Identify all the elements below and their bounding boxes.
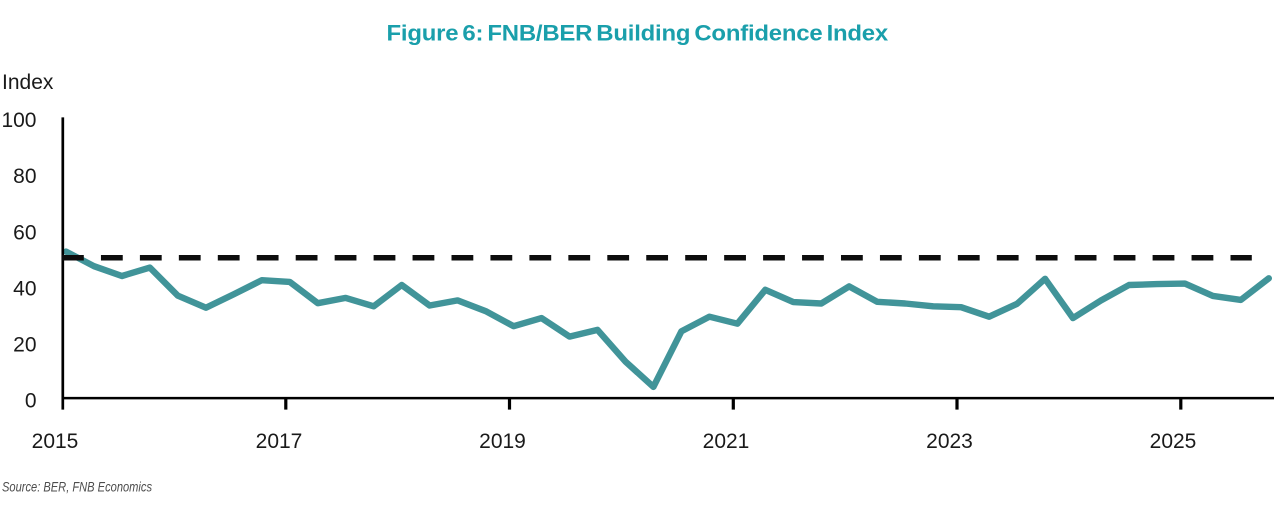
svg-text:2015: 2015 bbox=[32, 430, 79, 453]
svg-text:2025: 2025 bbox=[1150, 430, 1197, 453]
svg-text:20: 20 bbox=[13, 334, 36, 357]
svg-text:2023: 2023 bbox=[926, 430, 973, 453]
svg-text:Source: BER, FNB Economics: Source: BER, FNB Economics bbox=[2, 479, 152, 495]
svg-text:2021: 2021 bbox=[703, 430, 750, 453]
svg-text:2019: 2019 bbox=[479, 430, 526, 453]
svg-text:60: 60 bbox=[13, 221, 36, 244]
svg-text:Index: Index bbox=[2, 71, 54, 94]
svg-text:0: 0 bbox=[25, 390, 37, 413]
svg-text:Figure 6: FNB/BER Building Con: Figure 6: FNB/BER Building Confidence In… bbox=[387, 20, 889, 45]
svg-text:40: 40 bbox=[13, 277, 36, 300]
svg-text:2017: 2017 bbox=[256, 430, 303, 453]
svg-text:80: 80 bbox=[13, 165, 36, 188]
svg-text:100: 100 bbox=[1, 109, 36, 132]
